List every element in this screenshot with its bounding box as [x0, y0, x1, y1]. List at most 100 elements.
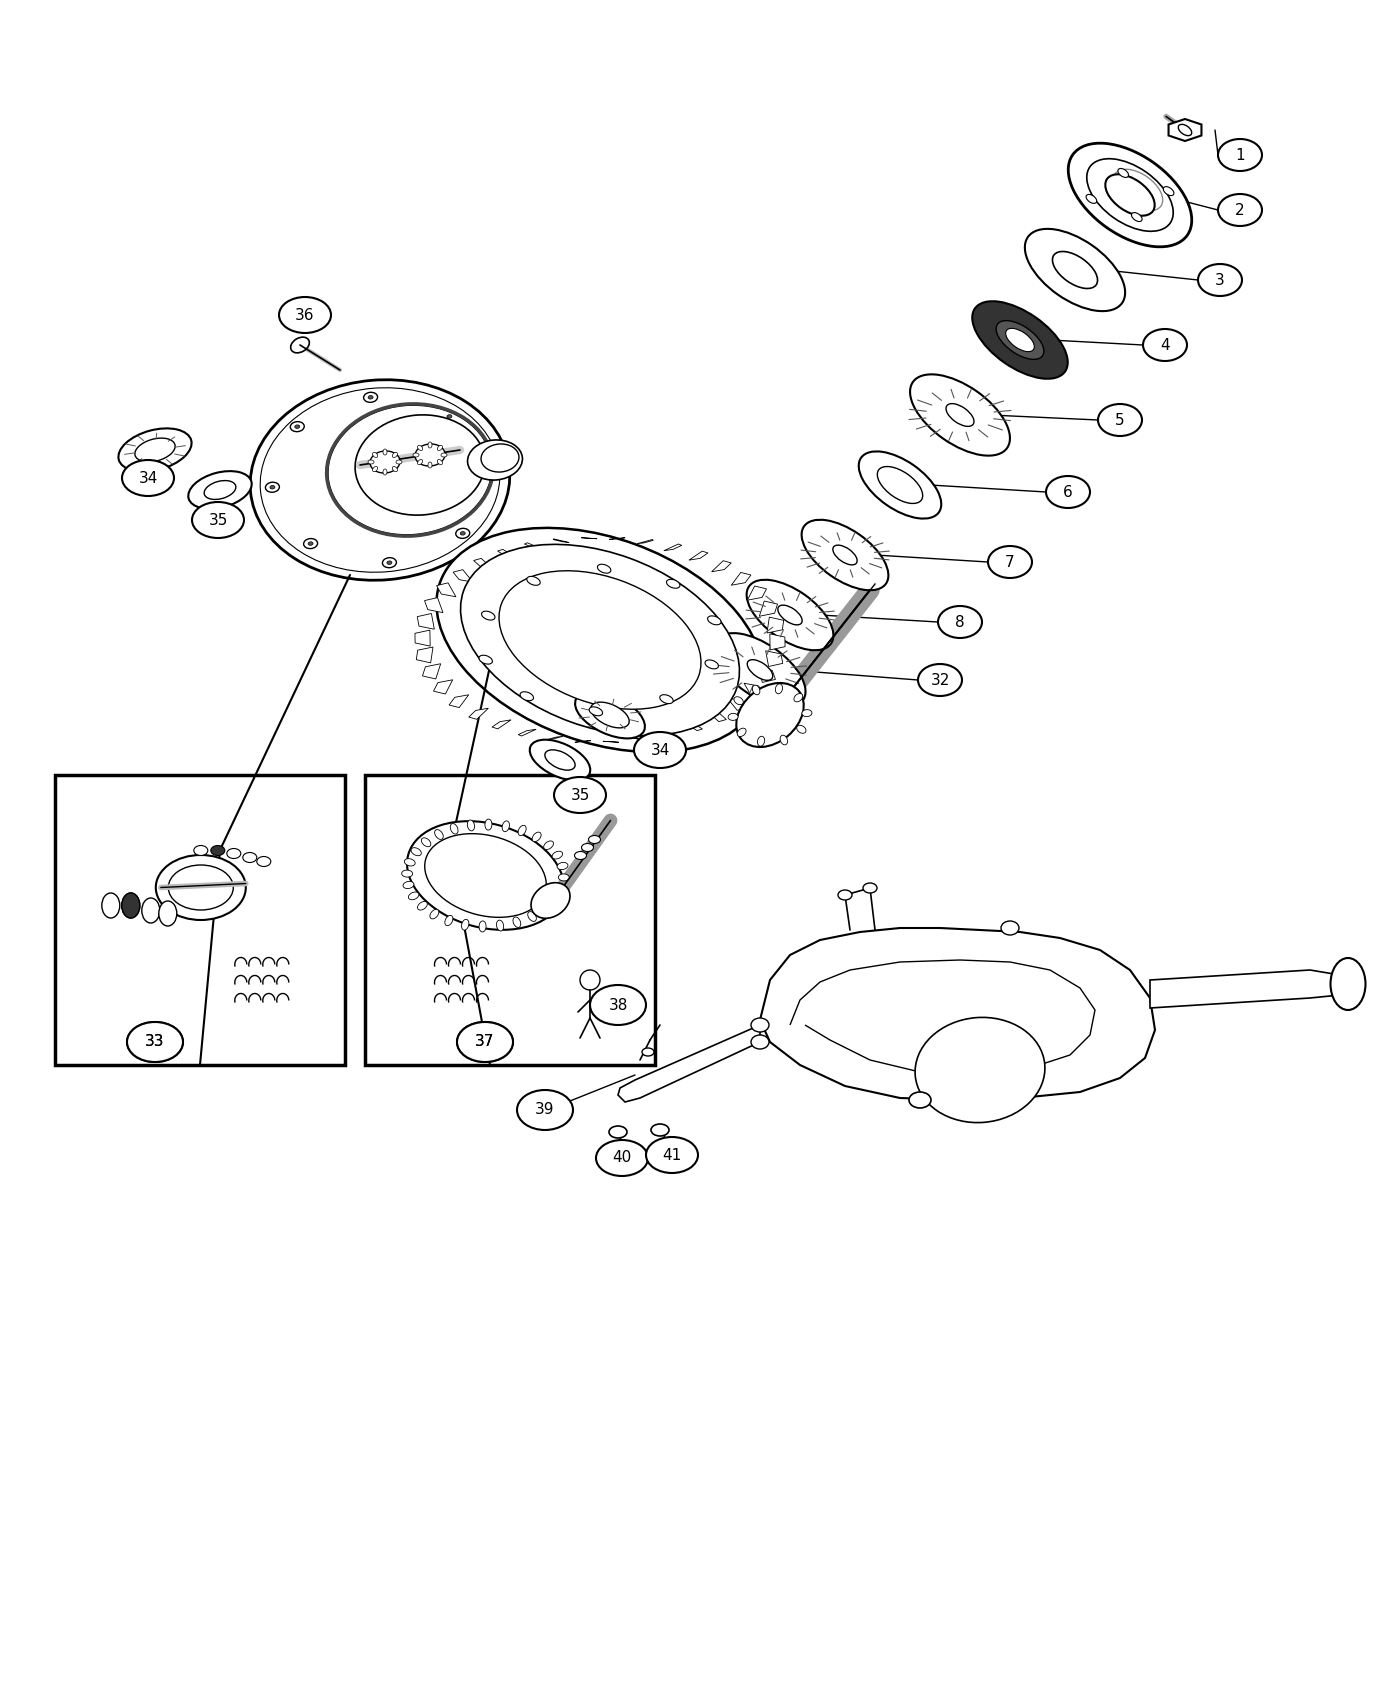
Ellipse shape: [384, 449, 386, 456]
Ellipse shape: [540, 904, 550, 913]
Text: 36: 36: [295, 308, 315, 323]
Ellipse shape: [413, 452, 419, 457]
Polygon shape: [434, 680, 452, 694]
Ellipse shape: [1068, 143, 1191, 246]
Ellipse shape: [445, 915, 452, 926]
Polygon shape: [683, 722, 703, 731]
Ellipse shape: [512, 916, 521, 928]
Ellipse shape: [550, 896, 560, 903]
Ellipse shape: [591, 702, 629, 728]
Polygon shape: [767, 617, 784, 632]
Ellipse shape: [518, 824, 526, 836]
Ellipse shape: [909, 1091, 931, 1108]
Ellipse shape: [517, 1090, 573, 1130]
Ellipse shape: [528, 911, 536, 921]
Polygon shape: [553, 539, 568, 542]
Ellipse shape: [988, 546, 1032, 578]
Polygon shape: [637, 539, 654, 544]
Text: 7: 7: [1005, 554, 1015, 570]
Text: 35: 35: [209, 512, 228, 527]
Ellipse shape: [372, 452, 378, 457]
Ellipse shape: [141, 898, 160, 923]
Text: 5: 5: [1116, 413, 1124, 427]
Ellipse shape: [918, 665, 962, 695]
Polygon shape: [707, 711, 727, 721]
Ellipse shape: [461, 532, 465, 536]
Ellipse shape: [256, 857, 270, 867]
Ellipse shape: [575, 692, 645, 738]
Ellipse shape: [588, 835, 601, 843]
Ellipse shape: [417, 445, 423, 451]
Ellipse shape: [368, 396, 372, 400]
Ellipse shape: [479, 921, 486, 932]
Ellipse shape: [714, 632, 805, 707]
Ellipse shape: [412, 848, 421, 855]
Ellipse shape: [356, 415, 484, 515]
Ellipse shape: [997, 321, 1044, 359]
Ellipse shape: [204, 481, 235, 500]
Polygon shape: [759, 602, 777, 617]
Ellipse shape: [392, 466, 398, 471]
Ellipse shape: [802, 520, 889, 590]
Ellipse shape: [372, 466, 378, 471]
Ellipse shape: [1218, 139, 1261, 172]
Ellipse shape: [778, 605, 802, 626]
Ellipse shape: [437, 529, 763, 751]
Ellipse shape: [304, 539, 318, 549]
Ellipse shape: [193, 845, 207, 855]
Ellipse shape: [497, 920, 504, 932]
Ellipse shape: [596, 1141, 648, 1176]
Ellipse shape: [482, 610, 496, 620]
Ellipse shape: [1053, 252, 1098, 289]
Ellipse shape: [1163, 187, 1175, 196]
Ellipse shape: [1218, 194, 1261, 226]
Ellipse shape: [634, 733, 686, 768]
Ellipse shape: [260, 388, 500, 573]
Polygon shape: [731, 573, 750, 585]
Ellipse shape: [707, 615, 721, 626]
Polygon shape: [437, 583, 456, 597]
Text: 34: 34: [139, 471, 158, 486]
Ellipse shape: [589, 707, 602, 716]
Polygon shape: [414, 631, 430, 646]
Ellipse shape: [752, 685, 760, 695]
Ellipse shape: [531, 882, 570, 918]
Ellipse shape: [428, 442, 433, 449]
Polygon shape: [711, 561, 731, 571]
Polygon shape: [469, 709, 489, 719]
Ellipse shape: [291, 337, 309, 354]
Ellipse shape: [127, 1022, 183, 1062]
Polygon shape: [743, 683, 763, 697]
Ellipse shape: [543, 842, 553, 850]
Ellipse shape: [802, 709, 812, 717]
Text: 6: 6: [1063, 484, 1072, 500]
Ellipse shape: [382, 558, 396, 568]
Polygon shape: [546, 736, 563, 741]
Ellipse shape: [430, 910, 438, 920]
Ellipse shape: [328, 405, 493, 536]
Ellipse shape: [643, 1047, 654, 1056]
Text: 37: 37: [476, 1035, 494, 1049]
Ellipse shape: [574, 852, 587, 860]
Ellipse shape: [529, 740, 591, 780]
Ellipse shape: [122, 461, 174, 496]
Ellipse shape: [972, 301, 1068, 379]
Text: 37: 37: [476, 1035, 494, 1049]
Text: 1: 1: [1235, 148, 1245, 163]
Text: 4: 4: [1161, 338, 1170, 352]
Ellipse shape: [461, 544, 739, 736]
Text: 3: 3: [1215, 272, 1225, 287]
Ellipse shape: [794, 694, 802, 702]
Ellipse shape: [456, 1022, 512, 1062]
Text: 35: 35: [570, 787, 589, 802]
Ellipse shape: [266, 483, 280, 493]
Ellipse shape: [750, 1018, 769, 1032]
Ellipse shape: [384, 469, 386, 474]
Ellipse shape: [1105, 175, 1155, 216]
Ellipse shape: [437, 459, 442, 464]
Text: 40: 40: [612, 1151, 631, 1166]
Ellipse shape: [659, 695, 673, 704]
Ellipse shape: [168, 865, 234, 910]
Ellipse shape: [552, 852, 563, 858]
Polygon shape: [497, 549, 517, 558]
